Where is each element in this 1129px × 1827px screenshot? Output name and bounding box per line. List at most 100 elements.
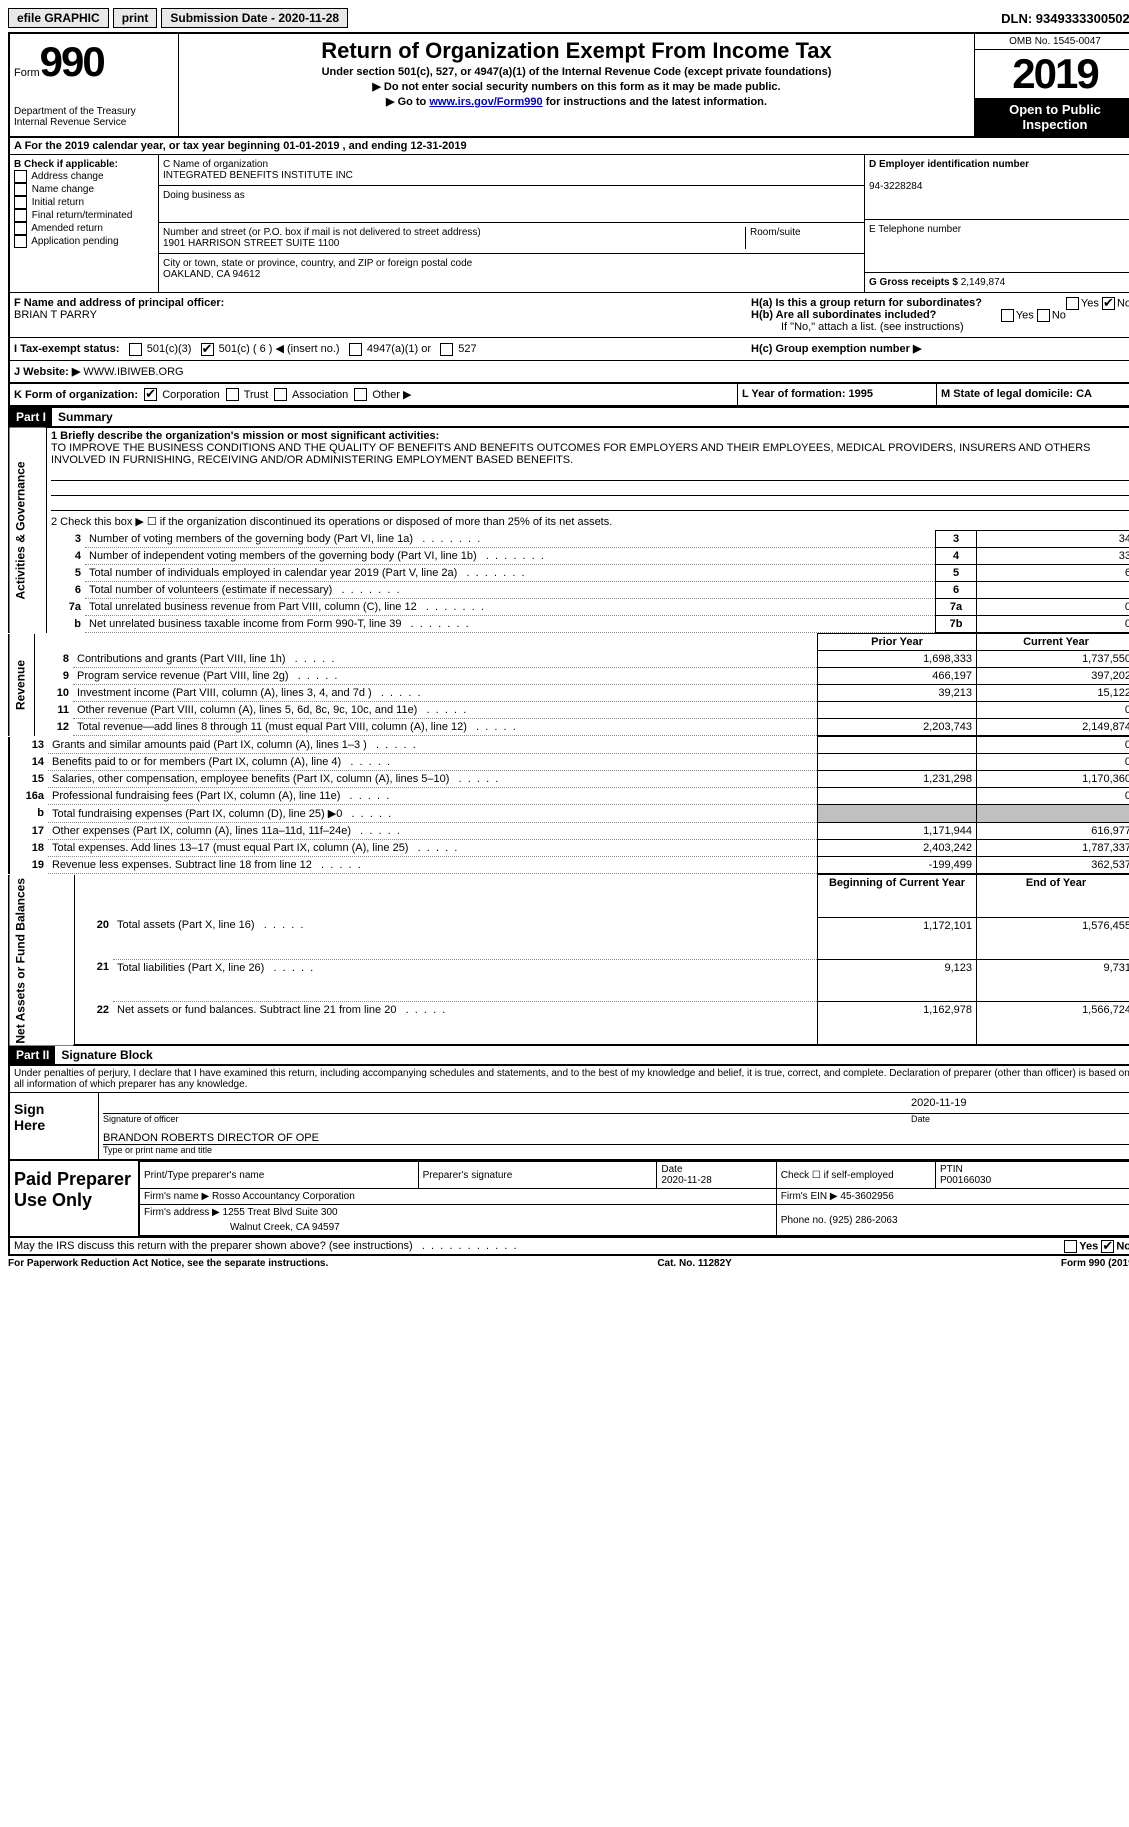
line-box: 7b (936, 616, 977, 633)
line-desc: Net unrelated business taxable income fr… (85, 616, 936, 633)
irs-link[interactable]: www.irs.gov/Form990 (429, 96, 542, 108)
line-desc: Total revenue—add lines 8 through 11 (mu… (73, 719, 818, 736)
line-desc: Salaries, other compensation, employee b… (48, 771, 818, 788)
tax-status-label: I Tax-exempt status: (14, 343, 120, 355)
top-bar: efile GRAPHIC print Submission Date - 20… (8, 8, 1129, 28)
line-num: 20 (75, 917, 114, 959)
cb-527[interactable] (440, 343, 453, 356)
declaration-text: Under penalties of perjury, I declare th… (8, 1066, 1129, 1092)
line-desc: Total fundraising expenses (Part IX, col… (48, 805, 818, 823)
omb-number: OMB No. 1545-0047 (975, 34, 1129, 50)
cb-assoc[interactable] (274, 388, 287, 401)
cb-501c[interactable] (201, 343, 214, 356)
cb-corp[interactable] (144, 388, 157, 401)
org-name: INTEGRATED BENEFITS INSTITUTE INC (163, 170, 353, 181)
cb-address-change[interactable] (14, 170, 27, 183)
expenses-table: Expenses 13 Grants and similar amounts p… (8, 736, 1129, 874)
col-header: Current Year (977, 634, 1129, 651)
dept-label: Department of the Treasury Internal Reve… (14, 106, 174, 128)
line-num: 8 (35, 651, 74, 668)
prior-val: 2,203,743 (818, 719, 977, 736)
state-domicile: M State of legal domicile: CA (936, 384, 1129, 406)
tel-label: E Telephone number (869, 224, 961, 235)
current-val: 616,977 (977, 823, 1129, 840)
row-k: K Form of organization: Corporation Trus… (8, 384, 1129, 407)
cb-initial-return[interactable] (14, 196, 27, 209)
cb-ha-yes[interactable] (1066, 297, 1079, 310)
part2-title: Signature Block (55, 1046, 158, 1064)
gross-label: G Gross receipts $ (869, 277, 958, 288)
line-num: 15 (9, 771, 48, 788)
cb-hb-no[interactable] (1037, 309, 1050, 322)
prior-val: 39,213 (818, 685, 977, 702)
prior-val: 1,231,298 (818, 771, 977, 788)
prior-val: 1,172,101 (818, 917, 977, 959)
cb-amended[interactable] (14, 222, 27, 235)
cb-4947[interactable] (349, 343, 362, 356)
cb-trust[interactable] (226, 388, 239, 401)
line-num: 14 (9, 754, 48, 771)
dln: DLN: 93493333005020 (1001, 11, 1129, 26)
cb-hb-yes[interactable] (1001, 309, 1014, 322)
line-num: 21 (75, 959, 114, 1001)
line-val: 6 (977, 565, 1129, 582)
ha-label: H(a) Is this a group return for subordin… (751, 297, 982, 309)
row-j-k-l-m: J Website: ▶ WWW.IBIWEB.ORG (8, 361, 1129, 384)
current-val: 1,787,337 (977, 840, 1129, 857)
part1-table: Activities & Governance 1 Briefly descri… (8, 428, 1129, 633)
current-val: 9,731 (977, 959, 1129, 1001)
part2-header: Part II (10, 1046, 55, 1064)
website-value: WWW.IBIWEB.ORG (83, 366, 183, 378)
line-box: 3 (936, 531, 977, 548)
sidelabel: Revenue (9, 634, 35, 736)
line-box: 6 (936, 582, 977, 599)
row-f-h: F Name and address of principal officer:… (8, 293, 1129, 338)
current-val: 1,737,550 (977, 651, 1129, 668)
cb-501c3[interactable] (129, 343, 142, 356)
line-num: 12 (35, 719, 74, 736)
line-desc: Benefits paid to or for members (Part IX… (48, 754, 818, 771)
line-desc: Contributions and grants (Part VIII, lin… (73, 651, 818, 668)
subtitle-2: ▶ Do not enter social security numbers o… (183, 80, 970, 93)
line-num: 11 (35, 702, 74, 719)
prep-sig-label: Preparer's signature (418, 1162, 657, 1189)
paid-preparer-section: Paid Preparer Use Only Print/Type prepar… (8, 1161, 1129, 1238)
cb-ha-no[interactable] (1102, 297, 1115, 310)
prep-name-label: Print/Type preparer's name (140, 1162, 419, 1189)
form-number: 990 (40, 38, 104, 85)
cb-discuss-yes[interactable] (1064, 1240, 1077, 1253)
prior-val (818, 788, 977, 805)
current-val: 362,537 (977, 857, 1129, 874)
line-desc: Program service revenue (Part VIII, line… (73, 668, 818, 685)
print-button[interactable]: print (113, 8, 158, 28)
prior-val: 1,171,944 (818, 823, 977, 840)
sig-date: 2020-11-19 (911, 1097, 1129, 1113)
cb-discuss-no[interactable] (1101, 1240, 1114, 1253)
cb-name-change[interactable] (14, 183, 27, 196)
sign-here-label: Sign Here (10, 1093, 78, 1159)
line-desc: Total number of individuals employed in … (85, 565, 936, 582)
line-num: 18 (9, 840, 48, 857)
cb-app-pending[interactable] (14, 235, 27, 248)
room-label: Room/suite (750, 227, 801, 238)
line-num: b (47, 616, 86, 633)
prior-val: 1,698,333 (818, 651, 977, 668)
line-val: 34 (977, 531, 1129, 548)
line-num: 16a (9, 788, 48, 805)
street-label: Number and street (or P.O. box if mail i… (163, 227, 481, 238)
cb-other[interactable] (354, 388, 367, 401)
subtitle-1: Under section 501(c), 527, or 4947(a)(1)… (183, 66, 970, 78)
line-val: 33 (977, 548, 1129, 565)
officer-label: F Name and address of principal officer: (14, 297, 224, 309)
line-desc: Total number of volunteers (estimate if … (85, 582, 936, 599)
subtitle-3: ▶ Go to www.irs.gov/Form990 for instruct… (183, 95, 970, 108)
cb-final-return[interactable] (14, 209, 27, 222)
current-val: 1,170,360 (977, 771, 1129, 788)
city-value: OAKLAND, CA 94612 (163, 269, 260, 280)
line-val: 0 (977, 616, 1129, 633)
current-val: 1,566,724 (977, 1002, 1129, 1046)
submission-date: Submission Date - 2020-11-28 (161, 8, 348, 28)
line-desc: Number of independent voting members of … (85, 548, 936, 565)
street-value: 1901 HARRISON STREET SUITE 1100 (163, 238, 339, 249)
prior-val (818, 702, 977, 719)
